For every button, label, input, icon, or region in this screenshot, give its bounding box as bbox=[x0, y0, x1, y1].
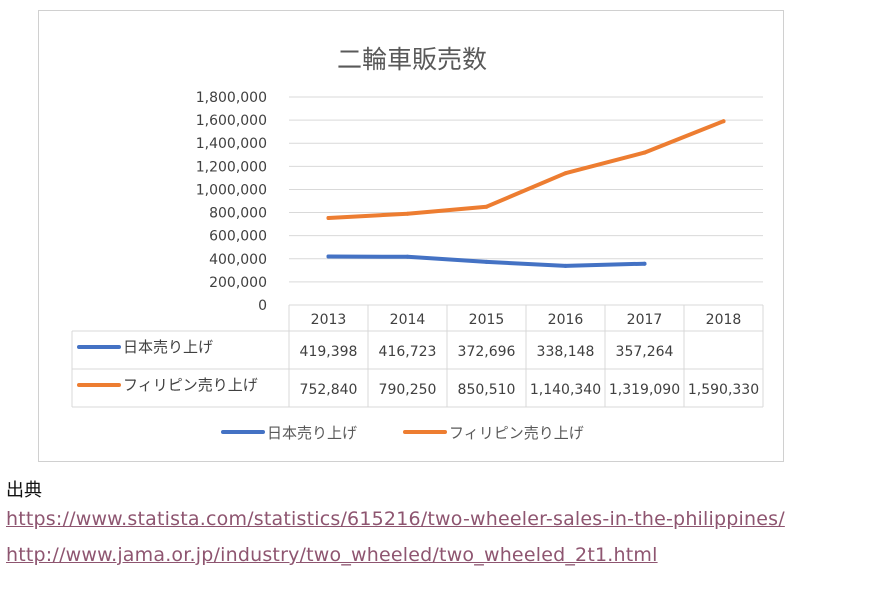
y-tick-label: 1,800,000 bbox=[196, 90, 267, 106]
y-tick-label: 1,400,000 bbox=[196, 136, 267, 152]
data-point bbox=[642, 150, 647, 155]
data-point bbox=[563, 263, 568, 268]
data-table-value: 416,723 bbox=[379, 344, 437, 360]
data-point bbox=[642, 261, 647, 266]
data-point bbox=[721, 119, 726, 124]
legend-label: 日本売り上げ bbox=[267, 424, 357, 442]
legend-label: フィリピン売り上げ bbox=[449, 424, 584, 442]
table-series-name: 日本売り上げ bbox=[123, 338, 213, 356]
chart-frame: 二輪車販売数 0 200,000 400,000 600,000 800,000 1,000… bbox=[38, 10, 784, 462]
y-tick-label: 1,600,000 bbox=[196, 113, 267, 129]
y-tick-label: 1,200,000 bbox=[196, 159, 267, 175]
y-tick-label: 600,000 bbox=[209, 229, 267, 245]
data-table-value: 1,140,340 bbox=[530, 382, 601, 398]
table-series-name: フィリピン売り上げ bbox=[123, 376, 258, 394]
x-category-label: 2016 bbox=[548, 312, 584, 328]
y-tick-label: 200,000 bbox=[209, 275, 267, 291]
data-table-value: 790,250 bbox=[379, 382, 437, 398]
x-category-label: 2017 bbox=[627, 312, 663, 328]
x-category-label: 2015 bbox=[469, 312, 505, 328]
data-table-value: 357,264 bbox=[616, 344, 674, 360]
y-tick-label: 1,000,000 bbox=[196, 182, 267, 198]
data-point bbox=[563, 171, 568, 176]
x-category-label: 2014 bbox=[390, 312, 426, 328]
data-point bbox=[484, 259, 489, 264]
data-point bbox=[405, 211, 410, 216]
data-table-value: 752,840 bbox=[300, 382, 358, 398]
data-table-value: 372,696 bbox=[458, 344, 516, 360]
data-point bbox=[405, 254, 410, 259]
y-tick-label: 400,000 bbox=[209, 252, 267, 268]
chart-title: 二輪車販売数 bbox=[337, 45, 487, 74]
data-point bbox=[484, 204, 489, 209]
source-link-statista[interactable]: https://www.statista.com/statistics/6152… bbox=[6, 508, 785, 530]
data-point bbox=[326, 216, 331, 220]
data-point bbox=[326, 254, 331, 259]
data-table-value: 1,319,090 bbox=[609, 382, 680, 398]
y-tick-label: 800,000 bbox=[209, 206, 267, 222]
source-link-jama[interactable]: http://www.jama.or.jp/industry/two_wheel… bbox=[6, 544, 658, 566]
x-category-label: 2018 bbox=[706, 312, 742, 328]
chart-svg: 二輪車販売数 0 200,000 400,000 600,000 800,000 1,000… bbox=[71, 45, 764, 442]
data-table-value: 1,590,330 bbox=[688, 382, 759, 398]
source-label: 出典 bbox=[6, 480, 42, 501]
data-table-value: 419,398 bbox=[300, 344, 358, 360]
y-tick-label: 0 bbox=[258, 298, 267, 314]
series-line bbox=[326, 119, 726, 220]
data-table-value: 850,510 bbox=[458, 382, 516, 398]
x-category-label: 2013 bbox=[311, 312, 347, 328]
data-table-value: 338,148 bbox=[537, 344, 595, 360]
